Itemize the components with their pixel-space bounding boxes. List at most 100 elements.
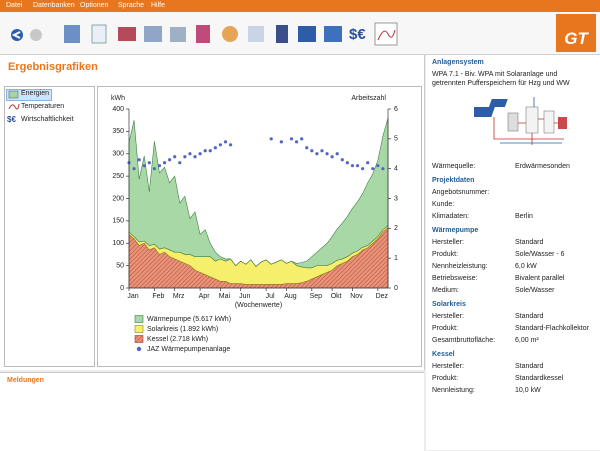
menu-item[interactable]: Optionen (80, 2, 109, 9)
point (305, 146, 309, 150)
point (355, 164, 360, 168)
point (168, 158, 172, 162)
tool-button-active[interactable] (374, 22, 398, 46)
messages-panel (0, 372, 424, 451)
section-title: Kessel (432, 351, 455, 358)
nav-item[interactable]: Energien (21, 90, 50, 97)
menu-item[interactable]: Hilfe (151, 2, 166, 9)
point (228, 143, 233, 147)
y-axis-title: kWh (111, 95, 125, 102)
point (300, 137, 304, 141)
x-tick-label: Apr (199, 293, 211, 300)
x-tick-label: Sep (310, 293, 323, 300)
back-arrow (11, 31, 21, 39)
diagram-boiler (558, 117, 567, 129)
logo: GT (556, 14, 596, 52)
menu-item[interactable]: Datei (6, 2, 23, 9)
point (320, 149, 324, 153)
diagram-unit (507, 112, 519, 132)
tool-button[interactable] (276, 25, 288, 43)
x-tick-label: Mai (219, 293, 231, 300)
tool-button[interactable] (196, 25, 210, 43)
point (152, 167, 156, 171)
detail-value: Sole/Wasser - 6 (515, 251, 565, 258)
y-tick-label: 350 (112, 128, 124, 135)
tool-button[interactable] (118, 27, 136, 41)
menu-item[interactable]: Datenbanken (33, 2, 75, 9)
tool-button[interactable] (222, 26, 238, 42)
point (213, 146, 217, 150)
detail-label: Wärmequelle: (432, 163, 476, 170)
point (137, 158, 141, 162)
point (294, 140, 299, 144)
y2-tick-label: 4 (394, 166, 398, 173)
x-tick-label: Jan (127, 293, 138, 300)
y-tick-label: 100 (112, 240, 124, 247)
x-tick-label: Jul (266, 293, 275, 300)
section-title: Projektdaten (432, 177, 475, 184)
x-tick-label: Dez (376, 293, 389, 300)
y-tick-label: 250 (112, 173, 124, 180)
point (157, 164, 162, 168)
legend-swatch (134, 335, 144, 343)
point (173, 155, 177, 159)
legend-label: JAZ Wärmepumpenanlage (147, 346, 230, 353)
point (218, 143, 223, 147)
diagram-collector (488, 99, 508, 107)
point (193, 155, 197, 159)
detail-value: 6,0 kW (515, 263, 537, 270)
toolbar: $€ (0, 12, 600, 55)
x-tick-label: Mrz (173, 293, 185, 300)
point (381, 167, 385, 171)
detail-label: Nennheizleistung: (432, 263, 488, 270)
point (183, 155, 187, 159)
tool-button[interactable] (64, 25, 80, 43)
nav-item[interactable]: Temperaturen (21, 103, 65, 110)
detail-value: Erdwärmesonden (515, 163, 570, 170)
detail-label: Betriebsweise: (432, 275, 478, 282)
detail-label: Gesamtbruttofläche: (432, 337, 496, 344)
point (340, 158, 344, 162)
point (330, 155, 334, 159)
nav-icon (8, 103, 20, 110)
point (223, 140, 228, 144)
nav-icon (8, 90, 19, 99)
detail-value: 10,0 kW (515, 387, 541, 394)
tool-button[interactable] (324, 26, 342, 42)
x-tick-label: Jun (239, 293, 250, 300)
y2-tick-label: 3 (394, 195, 398, 202)
legend-label: Wärmepumpe (5.617 kWh) (147, 316, 231, 323)
nav-item[interactable]: Wirtschaftlichkeit (21, 116, 74, 123)
legend-label: Kessel (2.718 kWh) (147, 336, 208, 343)
detail-label: Produkt: (432, 251, 459, 258)
diagram-pipes (493, 117, 564, 145)
tool-button[interactable] (170, 27, 186, 42)
tool-button[interactable] (144, 26, 162, 42)
tool-button[interactable] (298, 26, 316, 42)
x-tick-label: Feb (152, 293, 164, 300)
y2-tick-label: 2 (394, 225, 398, 232)
y-tick-label: 0 (120, 285, 124, 292)
tool-button[interactable]: $€ (349, 26, 366, 43)
tool-button[interactable] (248, 26, 264, 42)
tool-button[interactable] (91, 24, 107, 44)
point (289, 137, 294, 141)
menu-item[interactable]: Sprache (118, 2, 145, 9)
point (208, 149, 212, 153)
y2-tick-label: 5 (394, 136, 398, 143)
nav-icons: $€ (7, 90, 20, 124)
point (132, 167, 136, 171)
detail-value: 6,00 m² (515, 337, 539, 344)
detail-value: Sole/Wasser (515, 287, 555, 294)
y-tick-label: 300 (112, 151, 124, 158)
detail-value: Standard-Flachkollektor (515, 325, 589, 332)
y-tick-label: 200 (112, 195, 124, 202)
page-title: Ergebnisgrafiken (8, 61, 98, 73)
nav-icon: $€ (7, 115, 16, 124)
menu-bar: Datei Datenbanken Optionen Sprache Hilfe (0, 0, 600, 12)
point (162, 161, 167, 165)
point (315, 152, 319, 156)
legend-label: Solarkreis (1.892 kWh) (147, 326, 218, 333)
system-title: Anlagensystem (432, 59, 484, 66)
forward-button[interactable] (30, 29, 42, 41)
